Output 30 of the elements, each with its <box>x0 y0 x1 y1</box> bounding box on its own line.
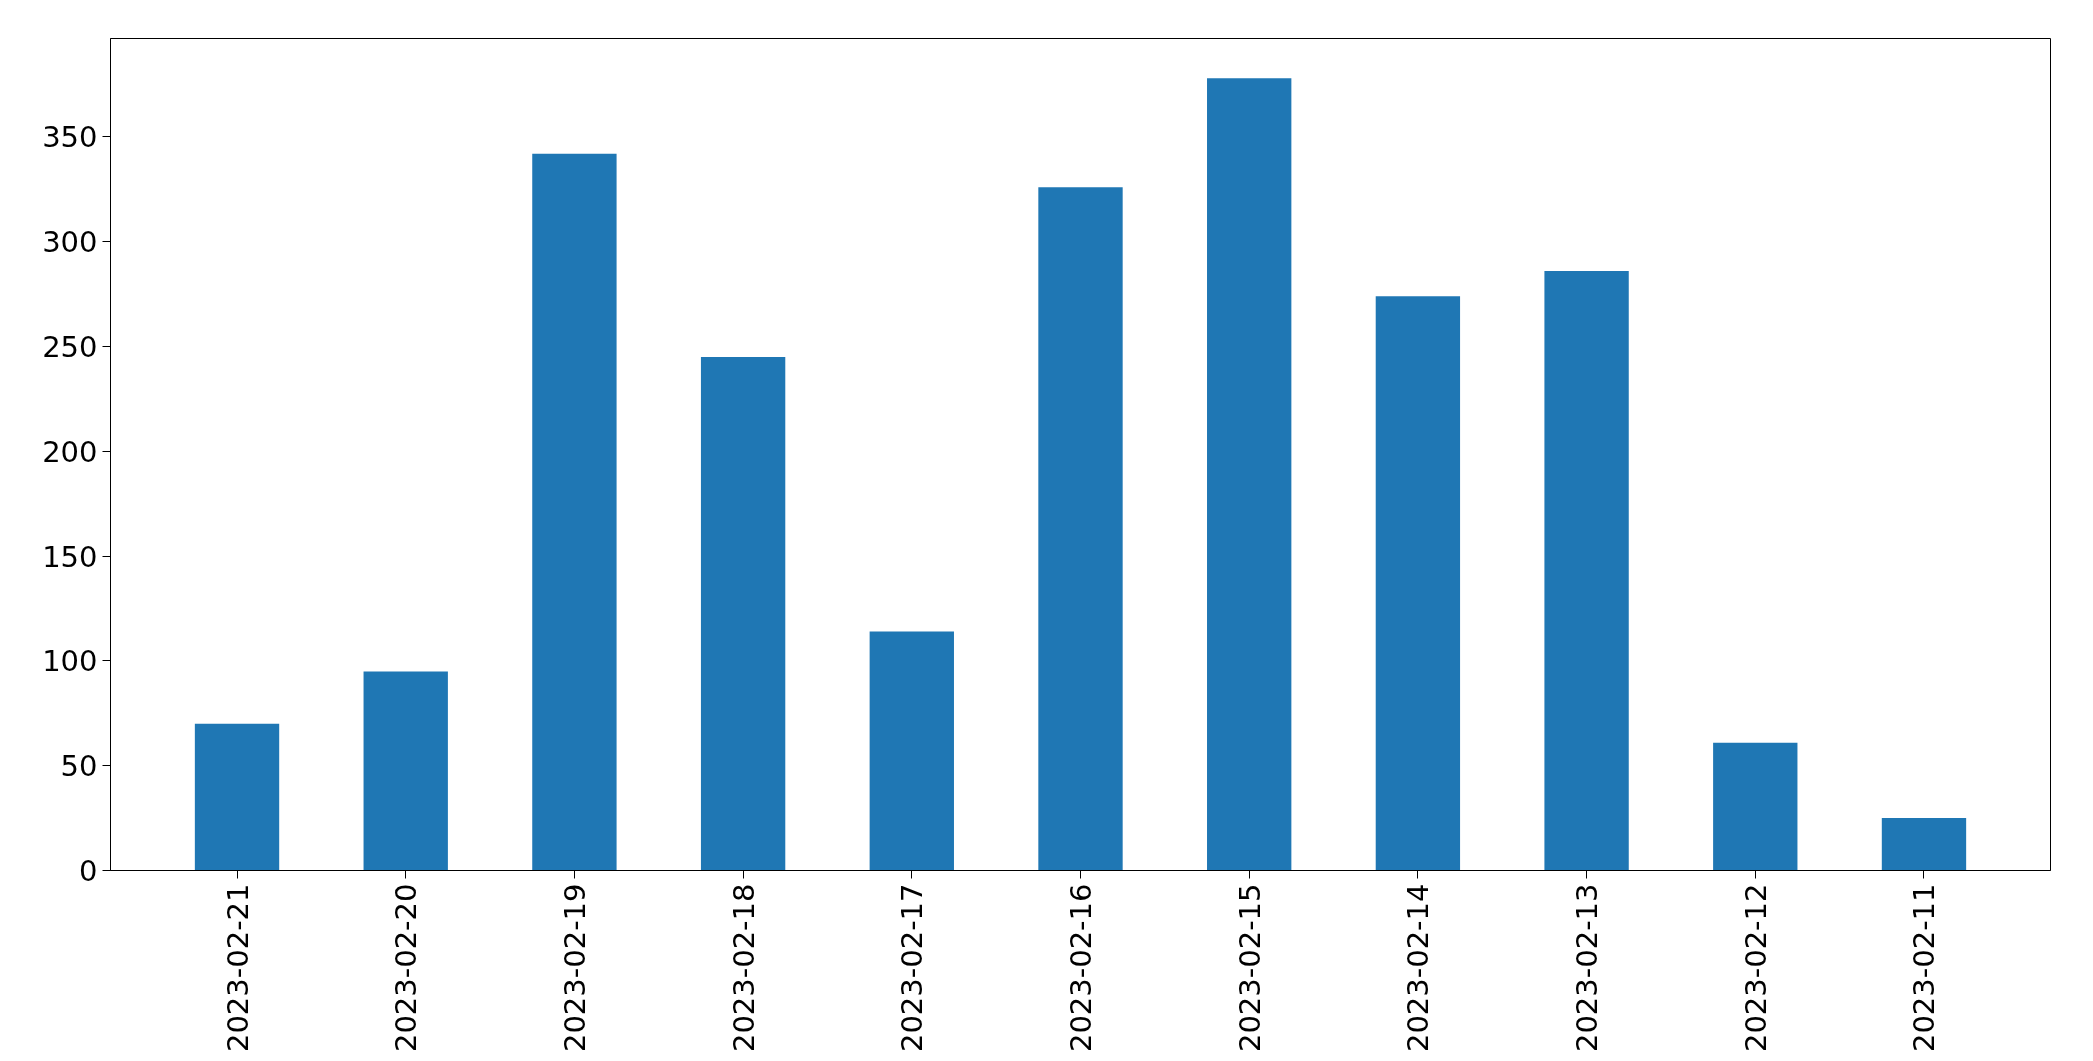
x-tick-label: 2023-02-14 <box>1401 883 1436 1053</box>
x-tick-label: 2023-02-19 <box>557 883 592 1053</box>
bar <box>1207 78 1292 871</box>
bar <box>363 671 448 871</box>
bar <box>1881 818 1967 871</box>
bar <box>1375 296 1461 871</box>
y-tick-label: 100 <box>42 644 98 679</box>
bar <box>700 357 786 871</box>
y-tick-label: 50 <box>60 749 98 784</box>
x-tick-label: 2023-02-15 <box>1232 883 1267 1053</box>
x-tick-label: 2023-02-12 <box>1738 883 1773 1053</box>
y-tick-label: 200 <box>42 434 98 469</box>
y-tick-label: 250 <box>42 330 98 365</box>
bar <box>1713 742 1798 871</box>
bar <box>532 153 617 871</box>
y-tick-label: 300 <box>42 225 98 260</box>
x-tick-label: 2023-02-18 <box>726 883 761 1053</box>
bar <box>869 631 954 871</box>
x-tick-label: 2023-02-20 <box>389 883 424 1053</box>
x-tick-label: 2023-02-21 <box>220 883 255 1053</box>
y-tick-label: 0 <box>79 854 98 888</box>
y-tick-label: 150 <box>42 539 98 574</box>
x-tick-label: 2023-02-16 <box>1064 883 1098 1053</box>
bar <box>1544 271 1629 871</box>
x-tick-label: 2023-02-11 <box>1907 883 1942 1053</box>
bar <box>194 723 280 871</box>
x-tick-label: 2023-02-13 <box>1570 883 1605 1053</box>
x-tick-label: 2023-02-17 <box>895 883 930 1053</box>
y-tick-label: 350 <box>42 120 98 155</box>
bar <box>1038 187 1123 871</box>
